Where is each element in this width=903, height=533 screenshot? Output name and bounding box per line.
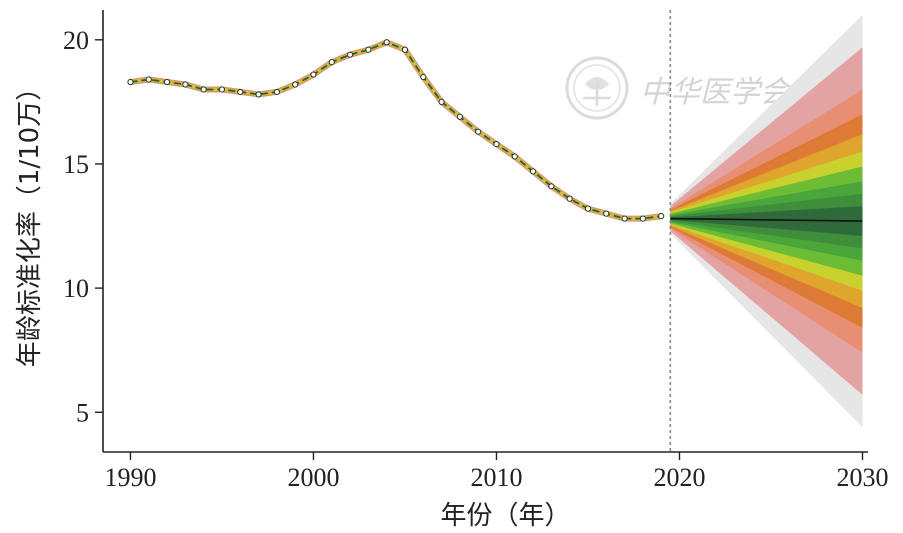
watermark-text: 中华医学会 [640, 75, 793, 110]
observed-point-2006 [420, 73, 427, 81]
observed-point-2014 [566, 195, 573, 202]
observed-point-2018 [639, 215, 646, 222]
observed-point-1990 [127, 78, 134, 86]
observed-points [127, 39, 665, 222]
observed-point-2011 [511, 153, 518, 160]
observed-line-inner [130, 40, 662, 221]
observed-point-2019 [658, 213, 665, 220]
observed-point-2010 [493, 140, 500, 148]
x-tick-label-2020: 2020 [653, 463, 705, 492]
observed-point-2003 [365, 46, 372, 53]
observed-point-2017 [621, 215, 628, 222]
observed-point-2007 [438, 98, 445, 105]
watermark: 中华医学会 [565, 56, 793, 120]
observed-line-halo [130, 39, 662, 222]
x-axis-title: 年份（年） [440, 501, 570, 531]
y-tick-label-20: 20 [63, 26, 89, 55]
observed-point-1998 [273, 88, 280, 96]
cma-seal-icon [565, 56, 629, 120]
y-tick-label-10: 10 [63, 274, 89, 303]
forecast-band-1 [670, 206, 863, 236]
x-tick-label-2030: 2030 [837, 463, 889, 492]
observed-point-2008 [456, 113, 463, 120]
y-axis-title: 年龄标准化率（1/10万） [15, 75, 45, 367]
y-tick-label-15: 15 [63, 150, 89, 179]
observed-point-2012 [529, 168, 537, 175]
observed-point-2016 [603, 210, 610, 217]
observed-point-1991 [145, 76, 152, 83]
x-tick-label-2000: 2000 [287, 463, 339, 492]
observed-point-2004 [383, 39, 390, 46]
forecast-fan [670, 14, 863, 428]
observed-point-2002 [346, 51, 354, 58]
axes [95, 10, 868, 460]
observed-point-2001 [328, 59, 335, 66]
observed-point-2000 [310, 71, 317, 78]
y-tick-label-5: 5 [76, 398, 89, 427]
observed-point-1997 [255, 91, 262, 98]
observed-point-1996 [237, 88, 244, 96]
observed-point-1992 [163, 78, 171, 86]
observed-line [130, 41, 662, 220]
observed-point-2015 [584, 205, 592, 212]
forecast-line [670, 217, 863, 222]
observed-point-1995 [218, 86, 226, 93]
observed-point-2013 [548, 183, 555, 190]
x-tick-label-2010: 2010 [470, 463, 522, 492]
observed-point-1993 [182, 81, 189, 88]
observed-point-2005 [401, 46, 409, 53]
observed-point-2009 [475, 128, 482, 135]
observed-point-1994 [200, 86, 207, 93]
observed-point-1999 [292, 81, 299, 88]
x-tick-label-1990: 1990 [104, 463, 156, 492]
